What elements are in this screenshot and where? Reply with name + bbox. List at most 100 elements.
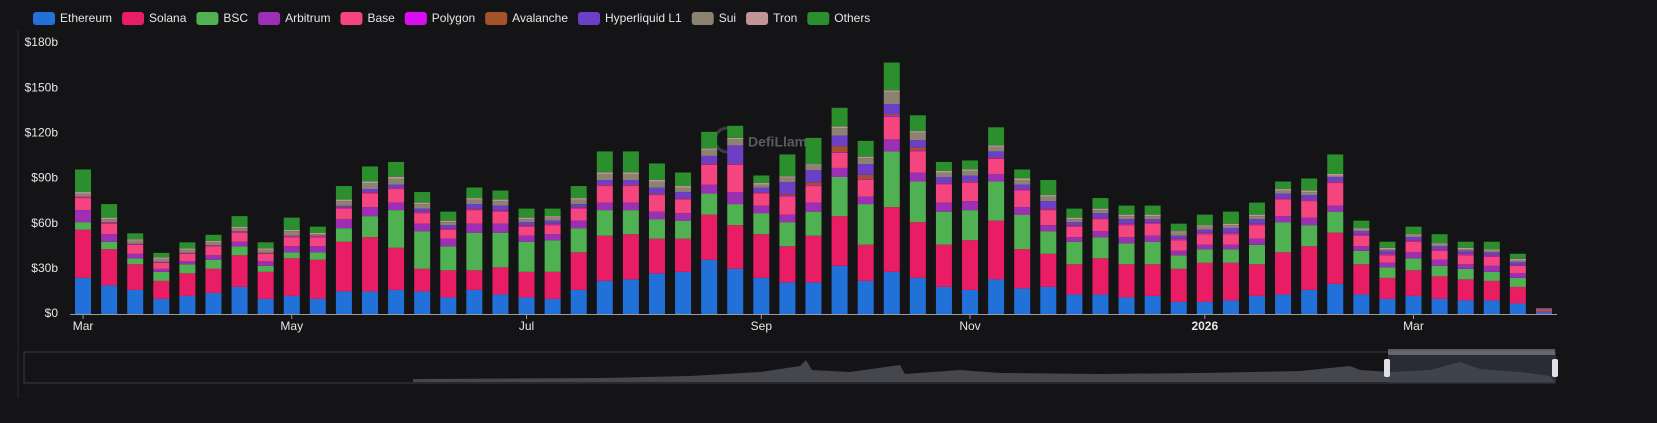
bar-segment	[753, 193, 770, 206]
bar-segment	[1483, 255, 1500, 257]
legend-swatch	[578, 12, 600, 25]
bar-segment	[257, 261, 274, 266]
bar-segment	[1405, 240, 1422, 241]
bar-segment	[935, 161, 952, 171]
legend-item[interactable]: BSC	[196, 11, 248, 25]
bar-segment	[675, 238, 692, 272]
bar-segment	[414, 231, 431, 269]
bar-segment	[1301, 200, 1318, 202]
bar-segment	[1483, 252, 1500, 256]
bar-segment	[544, 223, 561, 225]
legend-item[interactable]: Base	[340, 11, 395, 25]
bar-segment	[544, 225, 561, 235]
slider-handle-top[interactable]	[1388, 349, 1555, 355]
bar-segment	[1379, 255, 1396, 263]
bar-segment	[1431, 243, 1448, 245]
bar-segment	[283, 229, 300, 232]
bar-segment	[1327, 175, 1344, 177]
bar-segment	[544, 224, 561, 226]
bar-segment	[1353, 234, 1370, 236]
legend-label: Solana	[149, 11, 187, 25]
legend-label: Hyperliquid L1	[605, 11, 682, 25]
bar-segment	[1405, 240, 1422, 242]
bar-segment	[1353, 229, 1370, 232]
bar-segment	[909, 115, 926, 132]
bar-segment	[1222, 211, 1239, 224]
bar-segment	[935, 183, 952, 185]
bar-segment	[1014, 288, 1031, 314]
bar-segment	[283, 231, 300, 236]
bar-segment	[440, 228, 457, 230]
legend-item[interactable]: Hyperliquid L1	[578, 11, 682, 25]
bar-segment	[518, 271, 535, 298]
bar-segment	[1275, 216, 1292, 223]
legend-label: Others	[834, 11, 870, 25]
bar-segment	[701, 164, 718, 185]
legend-item[interactable]: Sui	[691, 11, 736, 25]
bar-segment	[988, 158, 1005, 159]
bar-segment	[1092, 219, 1109, 232]
bar-segment	[1014, 189, 1031, 191]
bar-segment	[675, 198, 692, 200]
range-slider[interactable]	[23, 349, 1558, 384]
bar-segment	[1092, 294, 1109, 314]
y-tick-label: $180b	[25, 35, 59, 49]
bar-segment	[1301, 178, 1318, 191]
bar-segment	[1196, 249, 1213, 263]
slider-handle-right[interactable]	[1552, 359, 1558, 377]
bar-segment	[727, 145, 744, 164]
bar-segment	[1431, 259, 1448, 266]
bar-segment	[1170, 231, 1187, 233]
bar-segment	[1170, 268, 1187, 302]
bar-segment	[1066, 225, 1083, 226]
bar-segment	[518, 226, 535, 236]
bar-segment	[1092, 198, 1109, 209]
legend-item[interactable]: Arbitrum	[258, 11, 330, 25]
bar-segment	[962, 240, 979, 290]
bar-segment	[466, 210, 483, 224]
bar-segment	[153, 280, 170, 299]
bar-segment	[1379, 298, 1396, 314]
slider-window[interactable]	[1388, 352, 1555, 383]
bar-segment	[414, 208, 431, 212]
bar-segment	[440, 238, 457, 247]
y-tick-label: $90b	[31, 171, 58, 185]
bar-segment	[622, 173, 639, 181]
bar-segment	[1509, 286, 1526, 304]
bar-segment	[153, 271, 170, 281]
bar-segment	[1275, 193, 1292, 199]
bar-segment	[335, 241, 352, 292]
y-tick-label: $30b	[31, 261, 58, 275]
bar-segment	[335, 201, 352, 206]
legend-item[interactable]: Tron	[746, 11, 797, 25]
bar-segment	[1275, 190, 1292, 194]
bar-segment	[179, 248, 196, 250]
bar-segment	[101, 222, 118, 224]
bar-segment	[440, 225, 457, 229]
bar-segment	[1509, 261, 1526, 265]
bar-segment	[466, 208, 483, 210]
bar-segment	[414, 204, 431, 209]
bar-segment	[518, 241, 535, 272]
bar-segment	[935, 176, 952, 184]
bar-segment	[727, 164, 744, 193]
bar-segment	[805, 186, 822, 203]
legend-label: Ethereum	[60, 11, 112, 25]
bar-segment	[1431, 244, 1448, 247]
bar-segment	[127, 289, 144, 314]
bar-segment	[805, 211, 822, 236]
bar-segment	[570, 289, 587, 314]
legend-item[interactable]: Polygon	[404, 11, 475, 25]
legend-item[interactable]: Avalanche	[485, 11, 568, 25]
legend-item[interactable]: Others	[807, 11, 870, 25]
bar-segment	[1092, 237, 1109, 259]
legend-item[interactable]: Solana	[122, 11, 187, 25]
bar-segment	[805, 282, 822, 314]
legend-item[interactable]: Ethereum	[33, 11, 112, 25]
x-tick-label: Mar	[73, 319, 94, 333]
bar-segment	[675, 220, 692, 239]
bar-segment	[1327, 176, 1344, 182]
bar-segment	[205, 255, 222, 260]
bar-segment	[231, 228, 248, 232]
slider-handle-left[interactable]	[1384, 359, 1390, 377]
